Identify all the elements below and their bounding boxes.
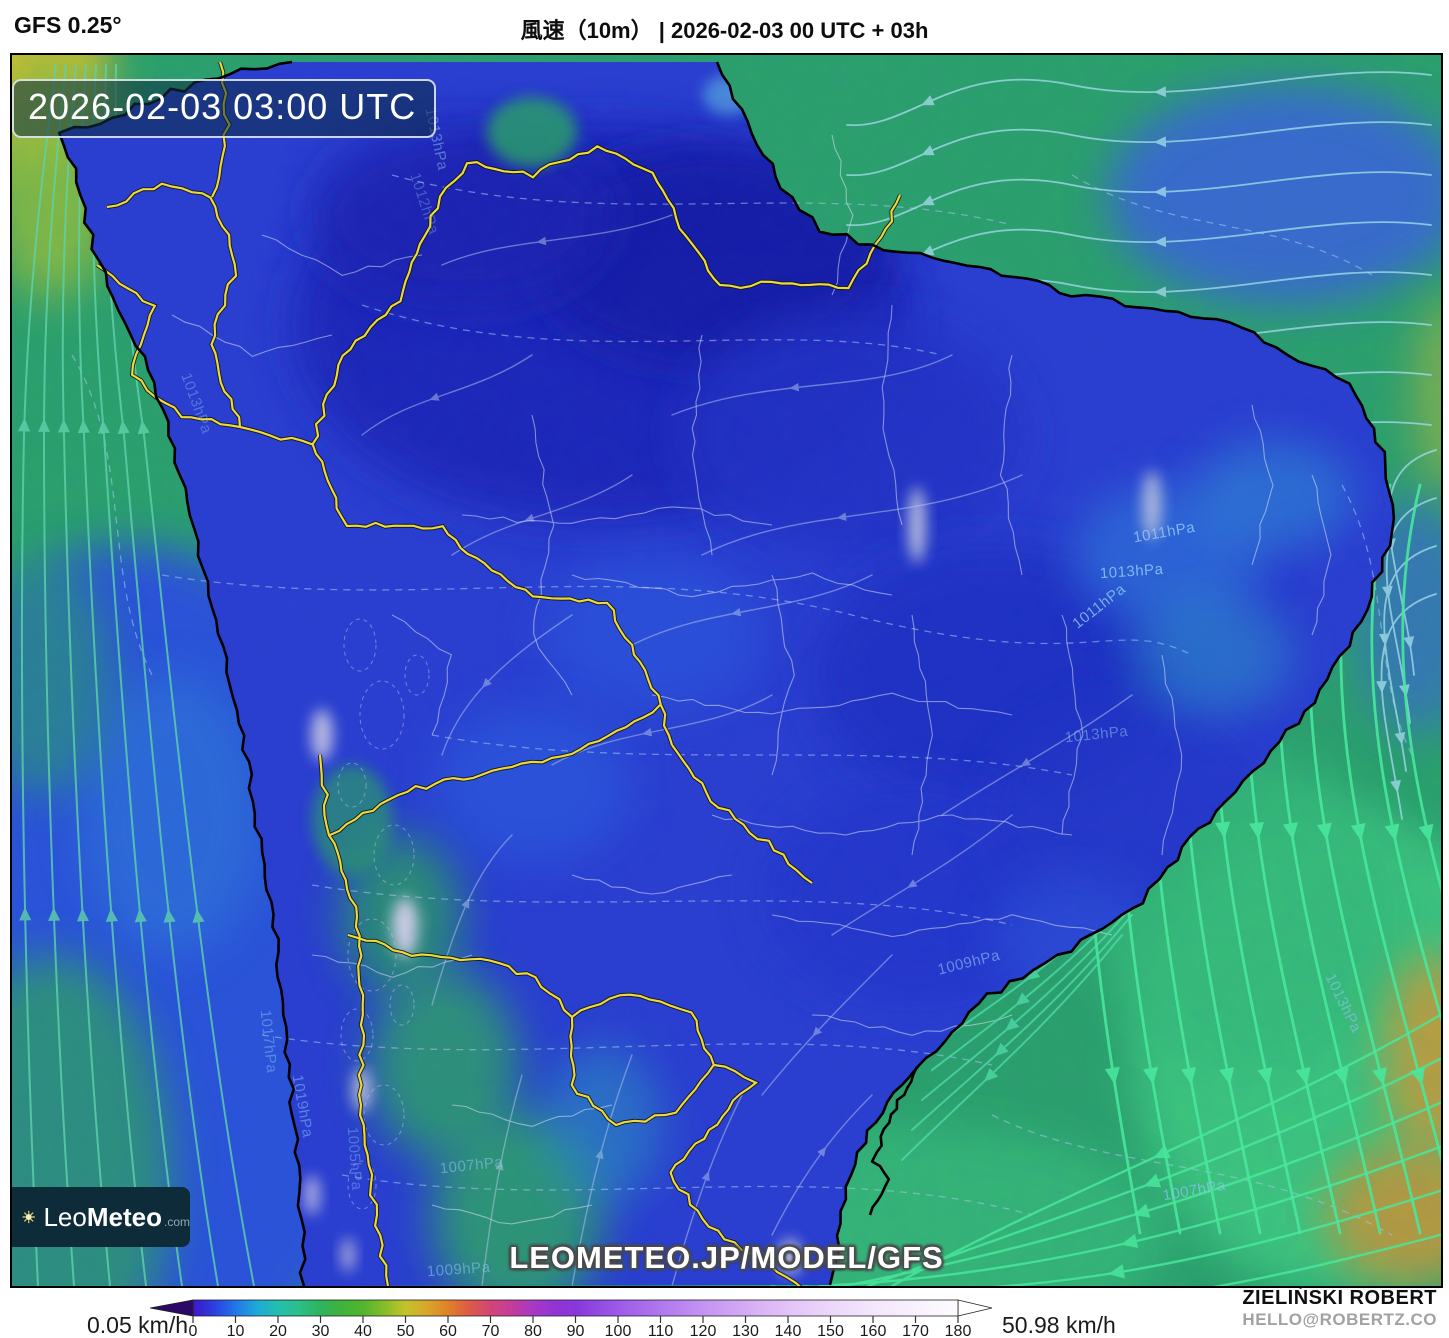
credit-block: ZIELIŃSKI ROBERT HELLO@ROBERTZ.CO xyxy=(1242,1287,1437,1330)
isobar-label: 1013hPa xyxy=(1099,561,1164,582)
watermark: LEOMETEO.JP/MODEL/GFS xyxy=(509,1240,944,1275)
header-bar: GFS 0.25° 風速（10m） | 2026-02-03 00 UTC + … xyxy=(0,0,1449,53)
colorbar-tick-label: 80 xyxy=(524,1323,542,1338)
credit-email: HELLO@ROBERTZ.CO xyxy=(1242,1310,1437,1329)
isobar-label: 1017hPa xyxy=(257,1009,281,1074)
colorbar-min-label: 0.05 km/h xyxy=(87,1312,188,1338)
colorbar-tick-label: 70 xyxy=(482,1323,500,1338)
colorbar-tick-label: 180 xyxy=(945,1323,972,1338)
colorbar-tick-label: 140 xyxy=(775,1323,802,1338)
colorbar-tick-label: 20 xyxy=(269,1323,287,1338)
colorbar-max-label: 50.98 km/h xyxy=(1002,1312,1116,1338)
logo-text: LeoMeteo .com xyxy=(43,1201,190,1232)
chart-title: 風速（10m） | 2026-02-03 00 UTC + 03h xyxy=(520,18,929,43)
colorbar-tick-label: 150 xyxy=(817,1323,844,1338)
sun-icon xyxy=(22,1210,36,1224)
colorbar-tick-label: 110 xyxy=(648,1323,674,1338)
colorbar-tick-label: 30 xyxy=(312,1323,330,1338)
colorbar-tick-label: 40 xyxy=(354,1323,372,1338)
isobar-label: 1009hPa xyxy=(426,1259,491,1280)
colorbar-tick-label: 170 xyxy=(902,1323,929,1338)
colorbar-gradient xyxy=(192,1299,959,1317)
colorbar-tick-label: 100 xyxy=(605,1323,632,1338)
colorbar-tick-label: 0 xyxy=(189,1323,198,1338)
colorbar-tick-label: 50 xyxy=(397,1323,415,1338)
model-label: GFS 0.25° xyxy=(14,12,122,38)
credit-name: ZIELIŃSKI ROBERT xyxy=(1242,1287,1437,1309)
timestamp-overlay: 2026-02-03 03:00 UTC xyxy=(12,79,437,138)
isobar-label: 1007hPa xyxy=(439,1154,504,1178)
colorbar-tick-label: 130 xyxy=(732,1323,759,1338)
isobar-label: 1013hPa xyxy=(1064,723,1129,747)
colorbar-tick-label: 90 xyxy=(567,1323,585,1338)
isobar-label: 1005hPa xyxy=(344,1126,365,1191)
wind-map-canvas: 1013hPa1012hPa1011hPa1013hPa1011hPa1013h… xyxy=(12,55,1441,1286)
colorbar-tick-label: 10 xyxy=(227,1323,245,1338)
wind-map: 1013hPa 1012hPa 1011hPa 1013hPa 1011hPa 1013h… xyxy=(10,53,1443,1288)
colorbar-tick-label: 60 xyxy=(439,1323,457,1338)
colorbar-over-arrow xyxy=(957,1299,993,1317)
leometeo-logo: LeoMeteo .com xyxy=(12,1187,190,1247)
wind-speed-colorbar: 0 10 20 30 40 50 60 70 80 90 100 110 120 130 140 150 160… xyxy=(87,1299,1116,1338)
colorbar-tick-label: 120 xyxy=(690,1323,717,1338)
colorbar-tick-label: 160 xyxy=(860,1323,887,1338)
